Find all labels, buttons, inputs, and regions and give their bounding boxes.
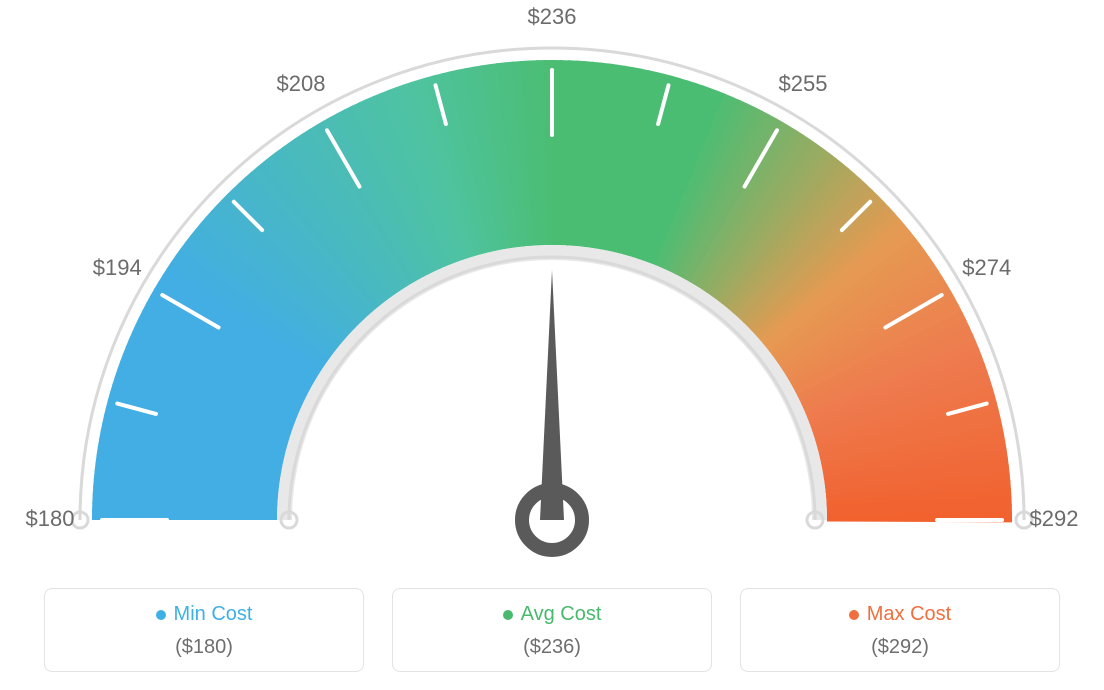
legend-avg-label: Avg Cost [521, 603, 602, 626]
gauge-tick-label: $255 [779, 71, 828, 96]
gauge-tick-label: $194 [93, 255, 142, 280]
legend-min-label: Min Cost [174, 603, 253, 626]
cost-gauge: $180 $194 $208 $236 $255 $274 $292 [0, 0, 1104, 560]
gauge-svg: $180 $194 $208 $236 $255 $274 $292 [0, 0, 1104, 560]
legend-card-min: Min Cost ($180) [44, 588, 364, 672]
gauge-needle [540, 270, 564, 520]
legend-min-value: ($180) [55, 636, 353, 659]
legend-avg-dot [503, 610, 513, 620]
legend-avg-label-row: Avg Cost [403, 603, 701, 626]
legend-card-max: Max Cost ($292) [740, 588, 1060, 672]
legend-min-label-row: Min Cost [55, 603, 353, 626]
legend-row: Min Cost ($180) Avg Cost ($236) Max Cost ($29… [0, 588, 1104, 672]
legend-max-label: Max Cost [867, 603, 951, 626]
gauge-tick-label: $292 [1030, 506, 1079, 531]
legend-max-label-row: Max Cost [751, 603, 1049, 626]
gauge-tick-label: $208 [277, 71, 326, 96]
legend-max-value: ($292) [751, 636, 1049, 659]
legend-avg-value: ($236) [403, 636, 701, 659]
gauge-tick-label: $180 [26, 506, 75, 531]
legend-min-dot [156, 610, 166, 620]
gauge-tick-label: $236 [528, 4, 577, 29]
legend-max-dot [849, 610, 859, 620]
legend-card-avg: Avg Cost ($236) [392, 588, 712, 672]
gauge-tick-label: $274 [962, 255, 1011, 280]
